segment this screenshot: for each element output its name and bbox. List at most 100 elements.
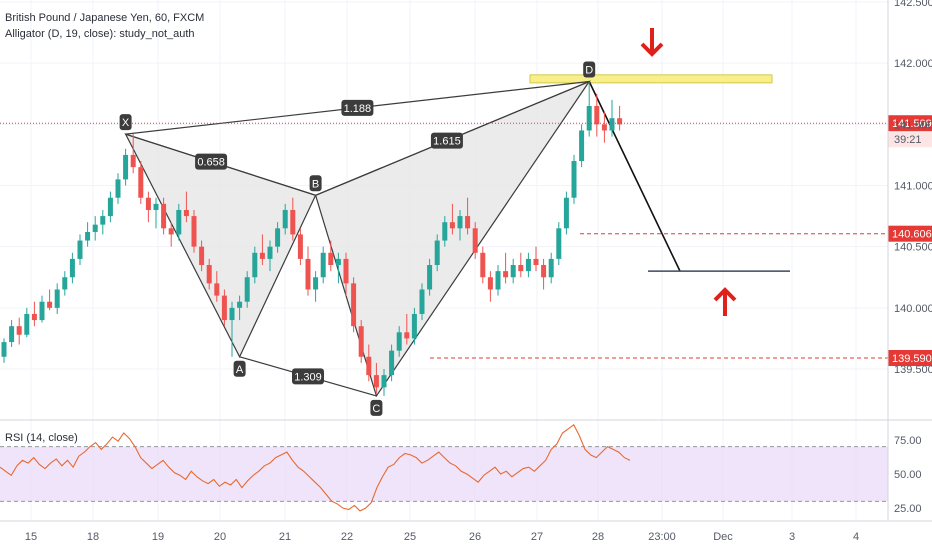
candle-body: [396, 332, 402, 351]
candle-body: [229, 307, 235, 321]
candlestick-series: [1, 81, 623, 396]
point-label: B: [312, 178, 319, 190]
candle-body: [320, 252, 326, 278]
candle-body: [275, 228, 281, 247]
price-tag: [888, 349, 932, 366]
candle-body: [525, 258, 531, 272]
candle-body: [373, 375, 379, 388]
candle-body: [480, 252, 486, 278]
rsi-line: [0, 423, 631, 512]
candle-body: [47, 301, 53, 308]
candle-body: [168, 228, 174, 235]
point-label: X: [122, 117, 130, 129]
ratio-badge: [292, 368, 324, 385]
candle-body: [161, 203, 167, 229]
price-tick-label: 141.000: [894, 181, 932, 193]
pattern-labels: 0.658 1.309 1.615 1.188 X A B C D: [119, 61, 596, 416]
time-tick-label: 23:00: [648, 531, 676, 543]
time-tick-label: 3: [789, 531, 795, 543]
time-tick-label: 18: [87, 531, 99, 543]
time-tick-label: Dec: [713, 531, 733, 543]
rsi-panel: [0, 419, 932, 512]
rsi-tick-label: 25.00: [894, 503, 922, 515]
candle-body: [206, 265, 212, 284]
candle-body: [39, 301, 45, 321]
time-tick-label: 21: [279, 531, 291, 543]
candle-body: [617, 118, 623, 125]
rsi-tick-label: 75.00: [894, 435, 922, 447]
candle-body: [548, 258, 554, 278]
rsi-tick-label: 50.00: [894, 469, 922, 481]
arrow-head: [640, 42, 664, 57]
candle-body: [419, 289, 425, 314]
candle-body: [9, 326, 15, 343]
candle-body: [465, 216, 471, 229]
candle-body: [313, 277, 319, 290]
price-axis[interactable]: 141.509 39:21 140.606 139.590 142.500 142.000…: [887, 0, 932, 520]
candle-body: [214, 283, 220, 296]
candle-body: [609, 118, 615, 131]
candle-body: [563, 197, 569, 229]
point-badge: [309, 175, 322, 192]
candle-body: [328, 252, 334, 266]
candle-body: [601, 124, 607, 131]
candle-body: [244, 277, 250, 302]
time-tick-label: 25: [404, 531, 416, 543]
rsi-band: [0, 446, 888, 502]
rsi-title: RSI (14, close): [5, 432, 78, 444]
candle-body: [404, 332, 410, 339]
reversal-zone: [529, 74, 773, 84]
candle-body: [259, 252, 265, 259]
candle-body: [77, 240, 83, 259]
price-tick-label: 140.500: [894, 242, 932, 254]
ratio-label: 1.188: [344, 103, 372, 115]
candle-body: [351, 283, 357, 327]
candle-body: [290, 209, 296, 235]
candle-body: [16, 326, 22, 335]
price-lines: [0, 122, 888, 359]
ratio-label: 1.309: [294, 371, 322, 383]
candle-body: [100, 216, 106, 225]
time-tick-label: 19: [152, 531, 164, 543]
candle-body: [115, 179, 121, 198]
countdown-label: 39:21: [894, 134, 922, 146]
candle-body: [237, 301, 243, 308]
ratio-badge: [430, 132, 463, 149]
candle-body: [138, 167, 144, 198]
candle-body: [571, 161, 577, 198]
candle-body: [381, 375, 387, 388]
price-tag: [888, 225, 932, 242]
price-tag-label: 140.606: [892, 229, 932, 241]
price-tag-label: 139.590: [892, 353, 932, 365]
price-tick-label: 141.500: [894, 119, 932, 131]
ratio-badge: [341, 99, 374, 116]
candle-body: [442, 222, 448, 241]
candle-body: [31, 313, 37, 321]
point-label: D: [585, 65, 593, 77]
time-axis[interactable]: 15 18 19 20 21 22 25 26 27 28 23:00 Dec 3 4: [0, 520, 932, 543]
candle-body: [579, 130, 585, 162]
candle-body: [556, 228, 562, 259]
indicator-title: Alligator (D, 19, close): study_not_auth: [5, 28, 195, 40]
candle-body: [85, 231, 91, 241]
arrows: [640, 28, 737, 316]
candle-body: [153, 203, 159, 210]
countdown-tag: [888, 132, 932, 148]
price-tick-label: 140.000: [894, 303, 932, 315]
candle-body: [1, 342, 7, 357]
price-tag-label: 141.509: [892, 118, 932, 130]
symbol-title: British Pound / Japanese Yen, 60, FXCM: [5, 12, 205, 24]
candle-body: [305, 258, 311, 290]
candle-body: [176, 209, 182, 235]
candle-body: [54, 289, 60, 308]
candle-body: [389, 350, 395, 376]
candle-body: [503, 271, 509, 278]
candle-body: [335, 258, 341, 266]
candle-body: [358, 326, 364, 357]
time-tick-label: 15: [25, 531, 37, 543]
candle-body: [267, 246, 273, 259]
candle-body: [366, 356, 372, 376]
candle-body: [449, 222, 455, 229]
point-badge: [233, 360, 246, 377]
